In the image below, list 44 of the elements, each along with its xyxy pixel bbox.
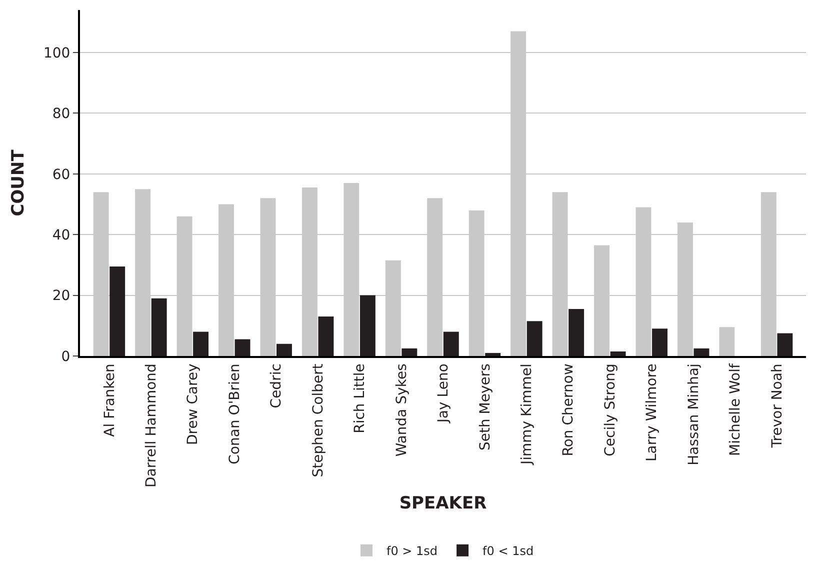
bar bbox=[151, 298, 167, 356]
x-tick-label: Seth Meyers bbox=[477, 364, 494, 451]
bar bbox=[719, 327, 735, 356]
bar bbox=[443, 332, 459, 356]
x-tick-label: Al Franken bbox=[102, 364, 118, 437]
bar bbox=[485, 352, 501, 356]
bar bbox=[110, 266, 126, 356]
x-tick-label: Drew Carey bbox=[185, 364, 202, 446]
bar bbox=[568, 308, 584, 356]
bar bbox=[402, 348, 418, 356]
x-tick-label: Trevor Noah bbox=[769, 364, 786, 449]
x-tick-label: Wanda Sykes bbox=[394, 364, 410, 457]
x-tick-label: Stephen Colbert bbox=[310, 363, 326, 478]
x-tick-label: Cedric bbox=[268, 364, 285, 408]
x-tick-label: Conan O'Brien bbox=[226, 364, 243, 464]
x-tick-label: Michelle Wolf bbox=[728, 362, 744, 456]
bar bbox=[777, 333, 793, 356]
y-tick-label: 40 bbox=[52, 228, 70, 244]
x-tick-label: Rich Little bbox=[352, 364, 368, 434]
x-tick-label: Cecily Strong bbox=[602, 364, 618, 456]
y-tick-label: 0 bbox=[61, 348, 70, 365]
x-tick-label: Larry Wilmore bbox=[644, 364, 660, 462]
x-tick-label: Jay Leno bbox=[436, 364, 452, 424]
y-tick-label: 80 bbox=[52, 106, 70, 122]
bar bbox=[276, 344, 292, 356]
legend-label: f0 > 1sd bbox=[386, 544, 438, 558]
bar bbox=[694, 348, 710, 356]
x-tick-label: Darrell Hammond bbox=[143, 364, 160, 488]
bar bbox=[234, 339, 250, 356]
bar bbox=[193, 332, 209, 356]
bar bbox=[526, 321, 542, 356]
y-tick-label: 60 bbox=[52, 166, 70, 183]
y-tick-label: 20 bbox=[52, 288, 70, 304]
bar bbox=[610, 351, 626, 356]
x-axis-title: SPEAKER bbox=[399, 493, 487, 514]
legend-label: f0 < 1sd bbox=[482, 544, 534, 558]
y-tick-label: 100 bbox=[43, 45, 70, 62]
x-tick-label: Ron Chernow bbox=[560, 364, 577, 456]
x-tick-label: Jimmy Kimmel bbox=[519, 364, 535, 466]
bar bbox=[360, 295, 376, 356]
x-tick-label: Hassan Minhaj bbox=[686, 364, 702, 466]
bar bbox=[652, 328, 668, 356]
bar bbox=[318, 316, 334, 356]
y-axis-title: COUNT bbox=[8, 149, 29, 216]
